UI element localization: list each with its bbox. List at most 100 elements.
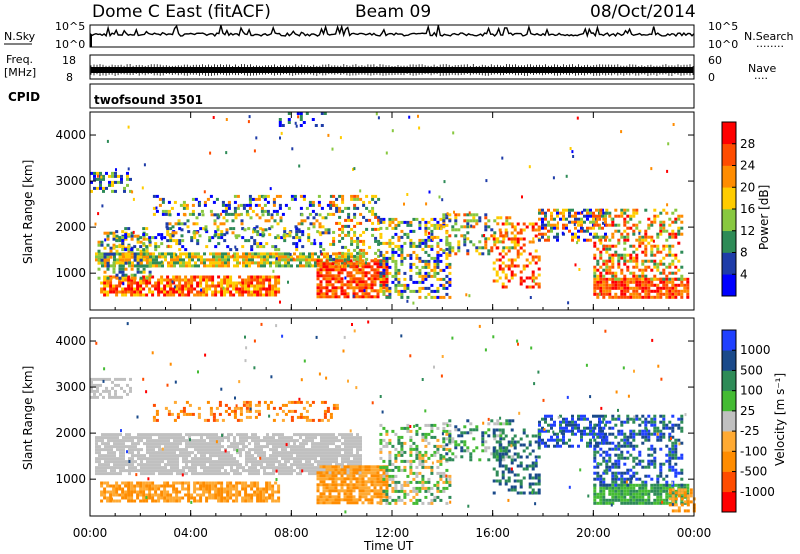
power-ytick-label-3: 4000	[55, 128, 86, 142]
velocity-heatmap-data	[90, 320, 696, 514]
nave-dots: ····	[754, 72, 768, 85]
velocity-region-0	[95, 433, 362, 476]
beam-label: Beam 09	[355, 2, 431, 22]
velocity-colorbar-swatch-6	[722, 370, 736, 391]
power-region-10	[442, 213, 515, 256]
velocity-colorbar-tick-label-5: -100	[740, 444, 767, 458]
power-region-5	[90, 171, 132, 193]
velocity-colorbar-tick-label-3: 25	[740, 404, 755, 418]
power-region-1	[100, 275, 281, 297]
date-label: 08/Oct/2014	[590, 2, 696, 22]
velocity-ytick-label-0: 1000	[55, 472, 86, 486]
freq-trace	[90, 64, 694, 76]
velocity-region-6	[442, 419, 515, 462]
station-title: Dome C East (fitACF)	[92, 2, 271, 22]
power-colorbar-swatch-7	[722, 122, 736, 145]
power-colorbar-swatch-6	[722, 143, 736, 166]
power-region-7	[316, 259, 389, 299]
power-axis: 1000 2000 3000 4000	[55, 112, 695, 310]
velocity-colorbar-tick-label-2: 100	[740, 384, 763, 398]
power-colorbar-swatch-2	[722, 230, 736, 253]
power-ylabel: Slant Range [km]	[21, 160, 35, 264]
velocity-ytick-label-3: 4000	[55, 334, 86, 348]
velocity-colorbar-tick-label-7: -1000	[740, 485, 775, 499]
velocity-colorbar-tick-label-4: -25	[740, 424, 760, 438]
power-region-6	[165, 213, 331, 238]
nsky-tick-top: 10^5	[55, 20, 85, 33]
velocity-colorbar-swatch-3	[722, 431, 736, 452]
velocity-axis: 1000 2000 3000 4000 00:00 04:00 08:00 12:00 16:0…	[55, 318, 711, 540]
velocity-ytick-label-1: 2000	[55, 426, 86, 440]
velocity-region-10	[593, 414, 684, 487]
nave-tick-bottom: 0	[708, 71, 715, 84]
velocity-colorbar-tick-label-6: -500	[740, 465, 767, 479]
freq-jitter	[90, 64, 694, 76]
velocity-region-7	[492, 428, 541, 495]
power-colorbar-tick-label-5: 8	[740, 246, 748, 260]
freq-tick-top: 18	[62, 54, 76, 67]
velocity-colorbar-frame	[721, 329, 737, 513]
power-region-4	[152, 194, 339, 216]
velocity-colorbar-swatch-5	[722, 390, 736, 412]
power-colorbar-swatch-0	[722, 274, 736, 297]
power-colorbar-label: Power [dB]	[757, 185, 771, 250]
velocity-colorbar-swatch-0	[722, 491, 736, 513]
velocity-ytick-label-2: 3000	[55, 380, 86, 394]
power-colorbar-swatch-3	[722, 209, 736, 232]
nsearch-dots: ········	[756, 40, 784, 53]
time-tick-label-2: 08:00	[274, 526, 309, 540]
freq-tick-bottom: 8	[66, 71, 73, 84]
power-region-14	[593, 208, 684, 281]
velocity-colorbar-swatch-8	[722, 330, 736, 351]
velocity-colorbar-swatch-2	[722, 451, 736, 472]
time-tick-label-1: 04:00	[173, 526, 208, 540]
power-region-15	[278, 112, 327, 127]
velocity-colorbar-swatch-4	[722, 410, 736, 432]
nsky-trace	[89, 24, 695, 47]
cpid-panel	[89, 83, 695, 109]
power-ytick-label-0: 1000	[55, 266, 86, 280]
time-tick-label-4: 16:00	[475, 526, 510, 540]
power-colorbar-tick-label-6: 4	[740, 267, 748, 281]
nsky-label: N.Sky	[4, 30, 36, 43]
power-region-8	[329, 194, 381, 261]
cpid-value: twofsound 3501	[94, 93, 203, 107]
velocity-colorbar-swatch-7	[722, 350, 736, 371]
power-colorbar-tick-label-2: 20	[740, 180, 755, 194]
velocity-region-5	[379, 423, 452, 505]
velocity-region-1	[100, 481, 281, 503]
velocity-colorbar-tick-label-0: 1000	[740, 343, 771, 357]
power-colorbar-swatch-1	[722, 252, 736, 275]
power-colorbar-swatch-5	[722, 165, 736, 188]
time-tick-label-5: 20:00	[576, 526, 611, 540]
power-colorbar-tick-label-4: 12	[740, 224, 755, 238]
velocity-region-3	[152, 400, 339, 422]
power-region-9	[379, 217, 452, 299]
velocity-colorbar-label: Velocity [m s⁻¹]	[773, 373, 787, 466]
velocity-speckle	[95, 320, 687, 514]
freq-unit: [MHz]	[4, 66, 36, 79]
time-tick-label-0: 00:00	[73, 526, 108, 540]
nsearch-label: N.Search	[744, 30, 794, 43]
nsky-line	[89, 24, 695, 38]
velocity-colorbar-swatch-1	[722, 471, 736, 493]
power-ytick-label-2: 3000	[55, 174, 86, 188]
velocity-ylabel: Slant Range [km]	[21, 366, 35, 470]
power-region-12	[538, 208, 607, 242]
velocity-region-4	[316, 465, 389, 505]
freq-label: Freq.	[6, 53, 33, 66]
nave-label: Nave	[748, 62, 776, 75]
nsearch-tick-bottom: 10^0	[708, 38, 738, 51]
time-tick-label-6: 00:00	[677, 526, 712, 540]
power-region-11	[492, 222, 541, 289]
power-speckle	[94, 112, 675, 305]
time-xlabel: Time UT	[363, 539, 414, 553]
power-region-13	[593, 277, 690, 299]
nsky-tick-bottom: 10^0	[55, 38, 85, 51]
power-colorbar-tick-label-0: 28	[740, 137, 755, 151]
power-colorbar-swatch-4	[722, 187, 736, 210]
velocity-region-2	[90, 377, 132, 399]
nsearch-tick-top: 10^5	[708, 20, 738, 33]
power-heatmap-data	[90, 112, 690, 305]
